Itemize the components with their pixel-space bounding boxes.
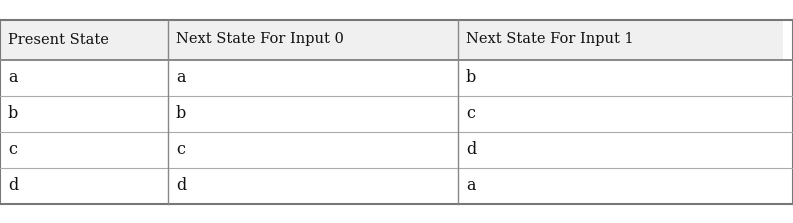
Bar [458,60,783,95]
Text: c: c [8,141,17,158]
Bar [0,95,168,132]
Text: d: d [176,177,186,194]
Bar [0,132,168,167]
Text: b: b [176,105,186,122]
Text: b: b [466,69,477,86]
Bar [458,19,783,60]
Bar [458,167,783,204]
Bar [168,167,458,204]
Bar [168,132,458,167]
Bar [0,19,168,60]
Text: a: a [176,69,186,86]
Bar [458,132,783,167]
Bar [168,60,458,95]
Text: c: c [176,141,185,158]
Text: Next State For Input 1: Next State For Input 1 [466,33,634,47]
Bar [458,95,783,132]
Text: d: d [466,141,477,158]
Bar [0,167,168,204]
Text: Next State For Input 0: Next State For Input 0 [176,33,344,47]
Text: a: a [466,177,476,194]
Text: b: b [8,105,18,122]
Text: d: d [8,177,18,194]
Bar [168,95,458,132]
Bar [0,60,168,95]
Text: a: a [8,69,17,86]
Text: Present State: Present State [8,33,109,47]
Bar [168,19,458,60]
Text: c: c [466,105,475,122]
